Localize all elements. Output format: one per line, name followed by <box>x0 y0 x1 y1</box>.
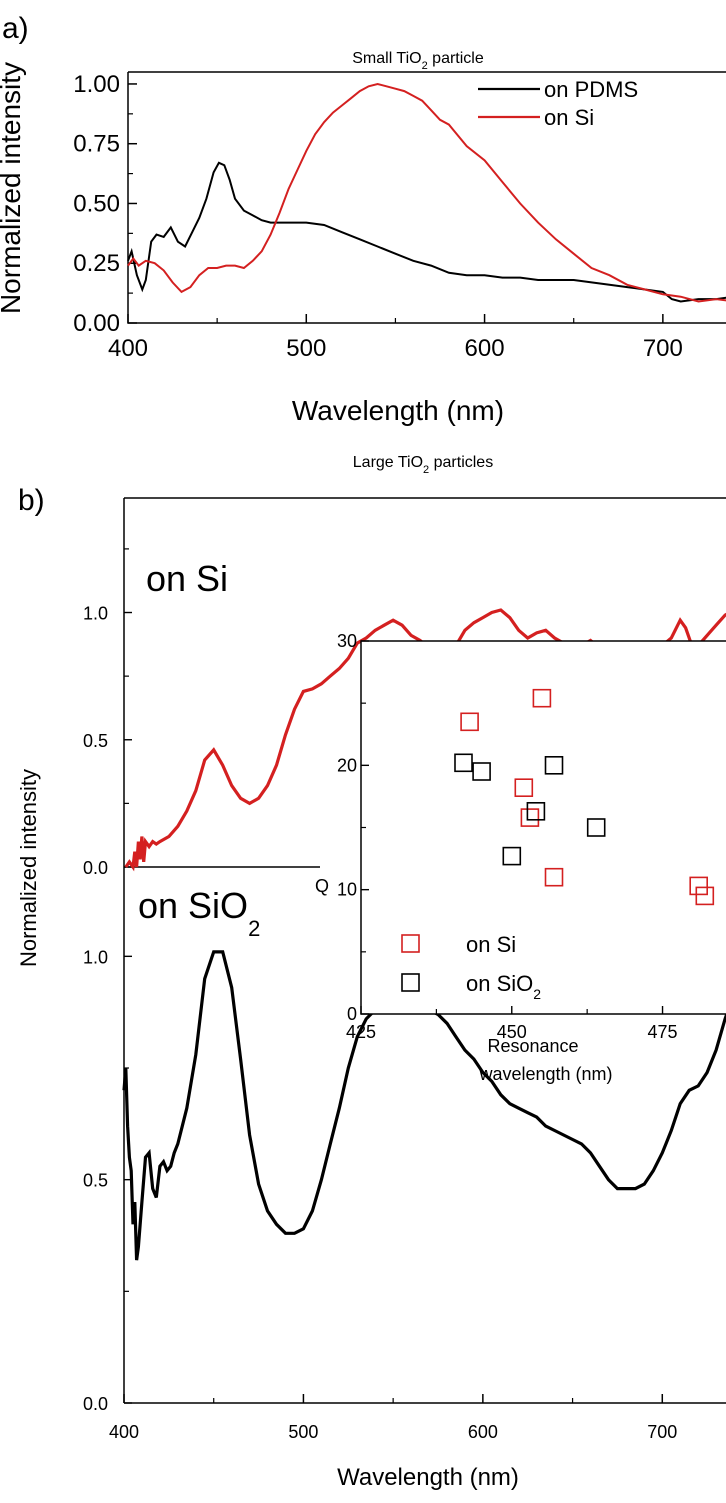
panel-a-title-sub: 2 <box>422 60 428 72</box>
label-on-sio2-sub: 2 <box>248 916 260 941</box>
panel-b-xtick-label: 600 <box>468 1422 498 1442</box>
inset-point-si <box>514 778 534 798</box>
panel-a-ytick-label: 0.50 <box>73 190 120 217</box>
inset-point-sio2 <box>454 753 473 773</box>
inset-ytick-label: 0 <box>347 1004 357 1024</box>
panel-b-title-sub: 2 <box>423 464 429 476</box>
inset-legend-marker-si <box>401 934 420 953</box>
inset-point-sio2 <box>472 762 491 781</box>
inset-xlabel-line2: wavelength (nm) <box>478 1064 612 1084</box>
panel-a-legend-label: on PDMS <box>544 77 638 102</box>
label-on-sio2-main: on SiO <box>138 885 248 926</box>
panel-b-title-main: Large TiO <box>353 454 423 471</box>
panel-label-b: b) <box>18 484 45 517</box>
panel-a-xtick-label: 400 <box>108 335 148 362</box>
panel-b-title-rest: particles <box>429 454 493 471</box>
inset-xtick-label: 475 <box>648 1022 678 1042</box>
panel-a-xtick-label: 700 <box>643 335 683 362</box>
inset-point-si <box>689 876 709 896</box>
inset-point-sio2 <box>544 755 564 775</box>
inset-xtick-label: 450 <box>497 1022 527 1042</box>
label-on-sio2: on SiO2 <box>138 885 260 941</box>
inset-chart: 425 450 475 0 10 20 30 <box>337 631 726 1042</box>
panel-a-series-si-line <box>127 82 726 303</box>
inset-ytick-label: 30 <box>337 631 357 651</box>
chart-panel-a: 400 500 600 700 0.00 0.25 0.50 0.75 1.00 on PDMS o… <box>73 71 726 362</box>
inset-point-sio2 <box>586 818 606 837</box>
inset-legend: on Si on SiO2 <box>401 932 541 1002</box>
panel-b-xtick-label: 700 <box>647 1422 677 1442</box>
panel-b-top-ytick-label: 0.0 <box>83 858 108 878</box>
panel-a-title-rest: particle <box>428 50 484 67</box>
panel-a-ytick-label: 0.25 <box>73 250 120 277</box>
inset-point-si <box>532 688 552 708</box>
inset-point-si <box>460 712 479 732</box>
panel-b-top-ytick-label: 1.0 <box>83 604 108 624</box>
panel-a-ytick-label: 0.00 <box>73 310 120 337</box>
inset-legend-label-sio2: on SiO2 <box>466 971 541 1002</box>
inset-ylabel: Q <box>315 876 329 896</box>
inset-point-sio2 <box>502 846 522 866</box>
inset-legend-marker-sio2 <box>401 973 420 992</box>
inset-point-si <box>520 808 540 827</box>
panel-a-xtick-label: 500 <box>286 335 326 362</box>
inset-xtick-label: 425 <box>346 1022 376 1042</box>
inset-background <box>361 641 726 1014</box>
panel-b-ylabel: Normalized intensity <box>16 769 41 967</box>
panel-b-title: Large TiO2 particles <box>353 454 493 476</box>
inset-point-si <box>544 867 564 887</box>
panel-a-xlabel: Wavelength (nm) <box>292 395 504 426</box>
inset-legend-label-si: on Si <box>466 932 516 957</box>
panel-a-xtick-label: 600 <box>465 335 505 362</box>
inset-ytick-label: 10 <box>337 880 357 900</box>
panel-b-bottom-ytick-label: 1.0 <box>83 947 108 967</box>
panel-b-bottom-ytick-label: 0.0 <box>83 1394 108 1414</box>
panel-a-ytick-label: 0.75 <box>73 131 120 158</box>
panel-b-xtick-label: 400 <box>109 1422 139 1442</box>
inset-point-sio2 <box>526 801 546 821</box>
panel-label-a: a) <box>2 12 29 45</box>
inset-point-si <box>695 886 715 906</box>
panel-a-ytick-label: 1.00 <box>73 71 120 98</box>
inset-ytick-label: 20 <box>337 755 357 775</box>
panel-a-axes <box>127 72 726 324</box>
inset-legend-label-sio2-sub: 2 <box>533 986 541 1002</box>
panel-a-series-pdms-line <box>127 161 726 303</box>
inset-legend-label-sio2-main: on SiO <box>466 971 533 996</box>
panel-a-ylabel: Normalized intensity <box>0 62 26 314</box>
panel-a-title: Small TiO2 particle <box>352 50 484 72</box>
panel-a-title-main: Small TiO <box>352 50 421 67</box>
inset-xlabel-line1: Resonance <box>487 1036 578 1056</box>
panel-b-xtick-label: 500 <box>288 1422 318 1442</box>
panel-a-legend-label: on Si <box>544 105 594 130</box>
panel-b-bottom-ytick-label: 0.5 <box>83 1171 108 1191</box>
panel-b-xlabel: Wavelength (nm) <box>337 1464 519 1491</box>
label-on-si: on Si <box>146 558 228 599</box>
panel-b-top-ytick-label: 0.5 <box>83 731 108 751</box>
